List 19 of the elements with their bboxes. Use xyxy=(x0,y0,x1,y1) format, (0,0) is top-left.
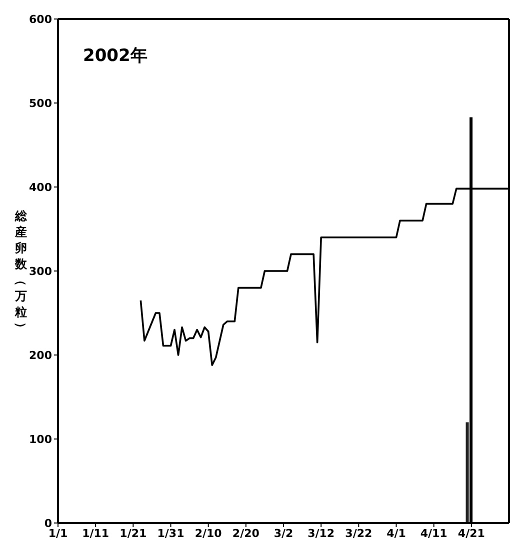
y-axis-title: 総産卵数（万粒） xyxy=(13,208,29,335)
x-tick-label: 4/1 xyxy=(386,526,406,540)
x-tick-label: 1/11 xyxy=(82,526,110,540)
y-tick-label: 600 xyxy=(29,12,52,26)
y-tick-label: 100 xyxy=(29,432,52,446)
x-tick-label: 1/21 xyxy=(120,526,147,540)
x-tick-label: 4/21 xyxy=(458,526,485,540)
x-tick-label: 4/11 xyxy=(420,526,448,540)
y-tick-label: 400 xyxy=(29,180,52,194)
x-tick-label: 3/12 xyxy=(308,526,335,540)
x-tick-label: 2/20 xyxy=(232,526,260,540)
x-tick-label: 3/22 xyxy=(345,526,372,540)
x-tick-label: 3/2 xyxy=(274,526,294,540)
x-tick-label: 1/31 xyxy=(157,526,184,540)
y-tick-label: 500 xyxy=(29,96,52,110)
y-tick-label: 200 xyxy=(29,348,52,362)
x-tick-label: 2/10 xyxy=(194,526,222,540)
y-tick-label: 300 xyxy=(29,264,52,278)
text: 2002年 xyxy=(83,45,148,67)
